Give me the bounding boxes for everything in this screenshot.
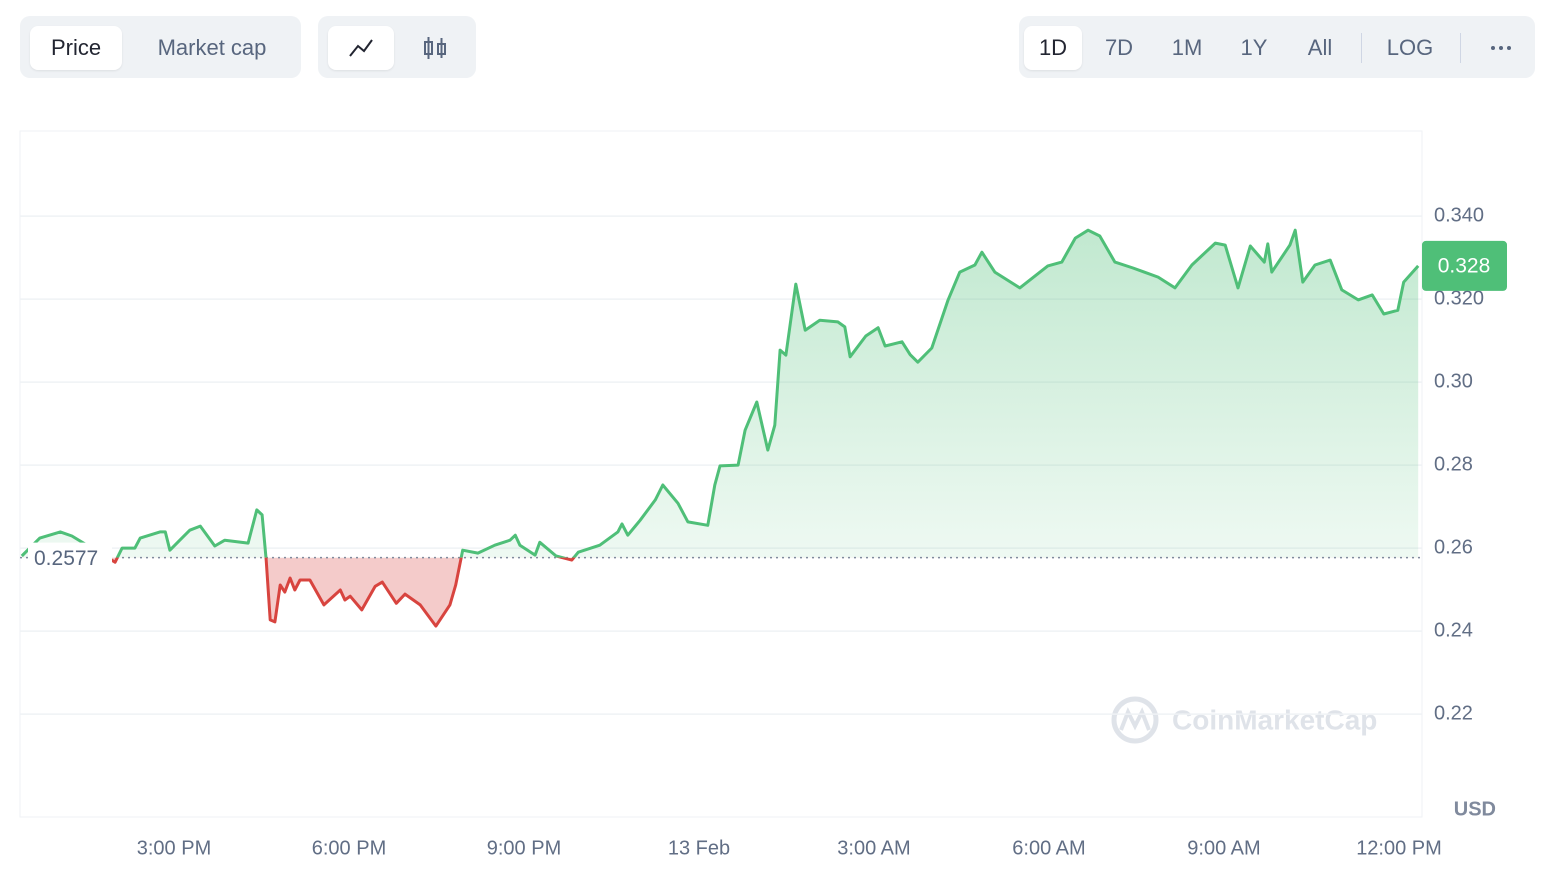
y-tick-label: 0.24 <box>1434 619 1473 641</box>
range-tabs: 1D 7D 1M 1Y All LOG <box>1019 16 1535 78</box>
tab-market-cap[interactable]: Market cap <box>157 35 267 60</box>
divider <box>1361 33 1362 63</box>
range-1y[interactable]: 1Y <box>1240 35 1268 60</box>
price-tag-label: 0.328 <box>1438 254 1491 277</box>
chart-style <box>318 16 476 78</box>
x-tick-label: 13 Feb <box>668 837 730 859</box>
plot-frame <box>19 130 1423 818</box>
range-1d[interactable]: 1D <box>1024 26 1082 70</box>
x-tick-label: 12:00 PM <box>1356 837 1442 859</box>
metric-tabs: Price Market cap <box>20 16 301 78</box>
up-area <box>21 230 1419 558</box>
candle-icon <box>424 37 446 59</box>
unit-label: USD <box>1454 798 1496 820</box>
more-button[interactable] <box>1471 26 1531 70</box>
watermark: CoinMarketCap <box>1111 696 1377 744</box>
y-tick-label: 0.28 <box>1434 453 1473 475</box>
tab-price[interactable]: Price <box>30 26 122 70</box>
candle-style-button[interactable] <box>402 26 468 70</box>
x-tick-label: 9:00 PM <box>487 837 561 859</box>
more-icon <box>1491 46 1511 50</box>
y-tick-label: 0.30 <box>1434 370 1473 392</box>
x-tick-label: 3:00 AM <box>837 837 910 859</box>
baseline-label: 0.2577 <box>34 547 98 570</box>
y-tick-label: 0.26 <box>1434 536 1473 558</box>
price-line-down <box>104 557 576 628</box>
log-toggle[interactable]: LOG <box>1386 35 1434 60</box>
x-tick-label: 6:00 AM <box>1012 837 1085 859</box>
line-icon <box>349 39 373 57</box>
x-tick-label: 6:00 PM <box>312 837 386 859</box>
range-7d[interactable]: 7D <box>1104 35 1134 60</box>
price-tag <box>1422 240 1507 291</box>
x-tick-label: 3:00 PM <box>137 837 211 859</box>
x-tick-label: 9:00 AM <box>1187 837 1260 859</box>
y-tick-label: 0.22 <box>1434 702 1473 724</box>
watermark-text: CoinMarketCap <box>1172 704 1377 735</box>
range-all[interactable]: All <box>1307 35 1333 60</box>
divider <box>1460 33 1461 63</box>
price-line-up <box>20 228 1420 558</box>
baseline-label-bg <box>28 542 112 573</box>
line-style-button[interactable] <box>328 26 394 70</box>
y-tick-label: 0.320 <box>1434 287 1484 309</box>
range-1m[interactable]: 1M <box>1171 35 1203 60</box>
y-tick-label: 0.340 <box>1434 204 1484 226</box>
